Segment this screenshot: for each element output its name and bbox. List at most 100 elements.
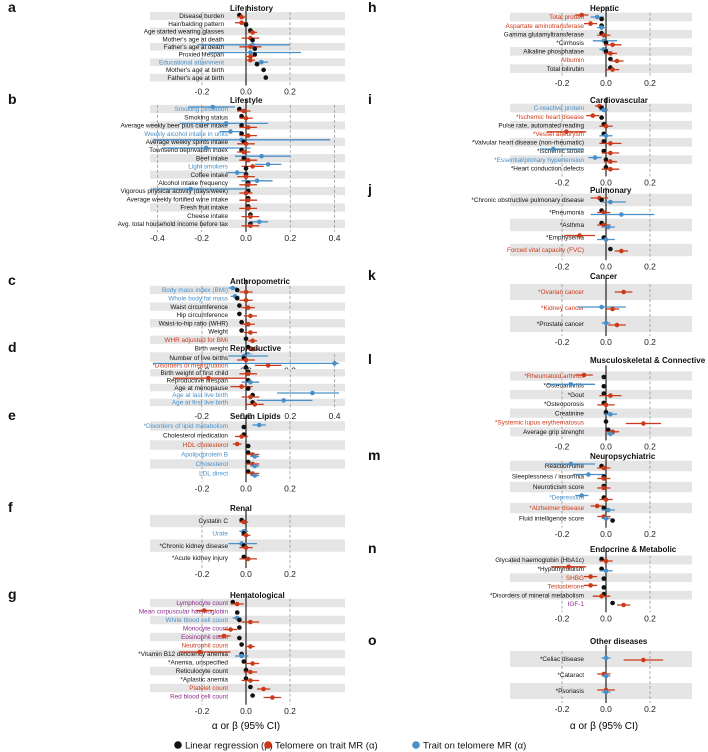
row-label: Body mass index (BMI): [162, 287, 228, 294]
legend-label: Telomere on trait MR (α): [275, 741, 378, 752]
point-red: [250, 661, 255, 666]
point-blue: [252, 463, 258, 469]
point-black: [605, 427, 611, 433]
row-label: *Disorders of menstruation: [152, 363, 228, 370]
point-black: [237, 303, 242, 308]
panel-title: Lifestyle: [230, 96, 263, 105]
point-black: [603, 49, 609, 54]
row-label: Reaction time: [545, 463, 585, 470]
point-red: [248, 644, 253, 649]
point-red: [614, 58, 620, 64]
point-red: [641, 657, 646, 663]
point-blue: [332, 361, 337, 366]
point-red: [603, 497, 609, 502]
point-black: [601, 384, 607, 389]
point-red: [250, 30, 255, 35]
tick-label: 0.0: [600, 529, 612, 539]
row-band: [150, 598, 345, 608]
row-label: Beef intake: [196, 155, 228, 162]
point-blue: [605, 507, 611, 513]
row-label: *Asthma: [560, 222, 585, 229]
point-blue: [252, 473, 258, 478]
point-blue: [568, 382, 574, 387]
point-red: [245, 182, 251, 188]
row-band: [150, 58, 345, 67]
point-black: [241, 155, 247, 161]
point-red: [248, 394, 253, 400]
tick-label: 0.2: [644, 337, 656, 347]
point-red: [245, 197, 251, 203]
point-red: [243, 141, 249, 147]
row-label: *Celiac disease: [540, 656, 584, 663]
point-red: [241, 108, 247, 114]
point-black: [263, 75, 269, 80]
row-band: [510, 389, 692, 400]
point-black: [243, 166, 249, 171]
panel-title: Hematological: [230, 591, 285, 600]
point-blue: [608, 199, 613, 205]
point-black: [237, 106, 242, 112]
panel-title: Cancer: [590, 272, 617, 281]
tick-label: 0.0: [600, 78, 612, 88]
point-red: [252, 402, 258, 407]
point-red: [608, 166, 613, 172]
panel-i: -0.2 0.0 0.2 i Cardiovascular C-reactive prot…: [368, 91, 692, 188]
point-red: [610, 67, 615, 72]
panel-title: Pulmonary: [590, 186, 632, 195]
row-label: *Aplastic anemia: [180, 677, 228, 684]
tick-label: 0.0: [600, 261, 612, 271]
panel-title: Neuropsychiatric: [590, 452, 656, 461]
point-black: [608, 246, 613, 252]
point-red: [621, 602, 626, 608]
row-band: [510, 120, 692, 130]
point-red: [248, 214, 253, 219]
row-label: Father's age at death: [164, 44, 225, 51]
row-label: *Cirrhosis: [556, 40, 584, 47]
row-band: [150, 73, 345, 82]
point-black: [239, 131, 244, 136]
point-black: [237, 635, 242, 641]
panel-h: -0.2 0.0 0.2 h Hepatic Total protein Aspartate…: [368, 0, 692, 88]
point-black: [239, 642, 244, 647]
point-blue: [608, 431, 613, 437]
point-red: [250, 338, 255, 344]
row-label: Avg. total household income before tax: [118, 221, 229, 228]
point-red: [588, 574, 593, 579]
row-band: [150, 649, 345, 659]
point-red: [603, 402, 609, 408]
point-red: [243, 298, 249, 303]
row-band: [150, 354, 345, 362]
point-red: [239, 434, 244, 439]
tick-label: 0.2: [284, 483, 296, 493]
row-label: *Kidney cancer: [541, 305, 585, 312]
row-label: Number of live births: [169, 355, 228, 362]
point-red: [608, 393, 613, 398]
point-red: [248, 678, 253, 683]
row-label: Father's age at birth: [167, 75, 224, 82]
row-label: *Osteoarthritis: [544, 383, 585, 390]
panel-k: -0.2 0.0 0.2 k Cancer *Ovarian cancer *Kidney …: [368, 267, 692, 347]
tick-label: 0.2: [284, 411, 296, 421]
point-black: [601, 391, 607, 396]
row-label: *Chronic kidney disease: [159, 543, 228, 550]
row-label: *Emphysema: [546, 235, 584, 242]
point-black: [599, 197, 604, 203]
row-band: [510, 316, 692, 332]
point-blue: [603, 133, 609, 139]
row-label: Age at menopause: [174, 385, 228, 392]
row-band: [510, 371, 692, 381]
point-blue: [248, 379, 253, 385]
point-red: [239, 20, 244, 26]
row-label: Reticulocyte count: [176, 668, 228, 675]
panel-a: -0.2 0.0 0.2 a Life history Disease burdenHai…: [8, 0, 345, 96]
point-blue: [254, 178, 260, 184]
point-red: [590, 113, 596, 118]
x-axis-label-right: α or β (95% CI): [570, 721, 638, 732]
panel-l: -0.2 0.0 0.2 l Musculoskeletal & Connective *…: [368, 351, 706, 451]
row-label: Apolipoprotein B: [181, 452, 228, 459]
point-blue: [603, 689, 609, 695]
point-blue: [234, 170, 240, 175]
point-red: [245, 157, 251, 163]
row-label: *Gout: [568, 392, 585, 399]
row-band: [150, 421, 345, 431]
